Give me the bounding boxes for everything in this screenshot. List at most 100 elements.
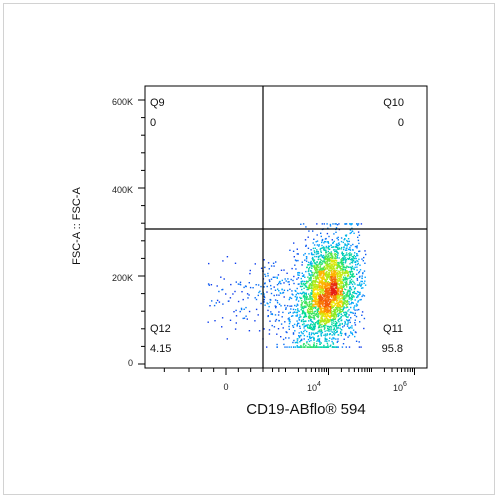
event-dot xyxy=(352,259,355,262)
event-dot xyxy=(309,283,312,286)
event-dot xyxy=(341,281,343,283)
event-dot xyxy=(348,266,350,268)
event-dot xyxy=(316,308,319,310)
event-dot xyxy=(355,293,358,295)
event-dot xyxy=(314,332,316,335)
event-dot xyxy=(316,272,318,275)
event-dot xyxy=(321,262,324,264)
event-dot xyxy=(341,322,343,325)
event-dot xyxy=(354,256,357,258)
event-dot xyxy=(346,286,348,288)
event-dot xyxy=(328,265,331,267)
event-dot xyxy=(298,335,300,337)
event-dot xyxy=(302,275,305,277)
event-dot xyxy=(353,254,355,257)
event-dot xyxy=(305,300,307,303)
event-dot xyxy=(333,268,335,270)
event-dot xyxy=(314,324,316,327)
event-dot xyxy=(357,239,360,242)
event-dot xyxy=(352,273,355,275)
event-dot xyxy=(320,314,322,316)
event-dot xyxy=(266,285,268,288)
event-dot xyxy=(336,271,339,274)
event-dot xyxy=(347,243,349,245)
event-dot xyxy=(338,311,341,314)
event-dot xyxy=(315,277,317,279)
event-dot xyxy=(339,307,341,309)
event-dot xyxy=(275,306,277,309)
event-dot xyxy=(316,316,319,318)
event-dot xyxy=(345,278,347,280)
event-dot xyxy=(321,223,323,225)
event-dot xyxy=(288,328,290,330)
event-dot xyxy=(342,257,344,259)
event-dot xyxy=(298,332,300,334)
event-dot xyxy=(318,274,320,276)
event-dot xyxy=(324,267,327,270)
event-dot xyxy=(276,346,278,348)
event-dot xyxy=(342,272,344,275)
event-dot xyxy=(333,233,335,235)
event-dot xyxy=(362,287,364,289)
event-dot xyxy=(342,248,345,251)
event-dot xyxy=(310,285,312,287)
event-dot xyxy=(328,288,331,290)
event-dot xyxy=(337,293,339,296)
event-dot xyxy=(289,321,291,323)
event-dot xyxy=(316,321,318,323)
event-dot xyxy=(335,257,337,260)
event-dot xyxy=(349,276,351,278)
event-dot xyxy=(327,328,330,330)
event-dot xyxy=(303,254,305,256)
event-dot xyxy=(289,249,291,251)
event-dot xyxy=(317,250,319,253)
event-dot xyxy=(294,341,297,344)
event-dot xyxy=(302,333,304,335)
event-dot xyxy=(351,256,354,258)
event-dot xyxy=(332,259,334,261)
event-dot xyxy=(300,277,302,280)
event-dot xyxy=(351,311,353,314)
event-dot xyxy=(324,314,327,316)
event-dot xyxy=(351,332,353,334)
event-dot xyxy=(354,324,357,326)
event-dot xyxy=(355,305,358,307)
event-dot xyxy=(306,280,308,282)
event-dot xyxy=(285,280,287,282)
event-dot xyxy=(335,292,337,295)
event-dot xyxy=(315,250,318,253)
event-dot xyxy=(314,307,317,310)
event-dot xyxy=(326,315,328,317)
event-dot xyxy=(336,290,339,292)
event-dot xyxy=(296,338,298,340)
event-dot xyxy=(327,314,329,316)
event-dot xyxy=(317,258,319,261)
event-dot xyxy=(308,312,310,314)
event-dot xyxy=(332,329,335,331)
event-dot xyxy=(344,262,347,264)
event-dot xyxy=(332,300,335,303)
event-dot xyxy=(316,287,318,290)
event-dot xyxy=(329,252,331,254)
event-dot xyxy=(325,324,327,326)
event-dot xyxy=(330,251,332,253)
event-dot xyxy=(274,276,276,278)
event-dot xyxy=(307,315,310,318)
event-dot xyxy=(321,331,323,334)
event-dot xyxy=(350,254,352,257)
event-dot xyxy=(330,260,333,262)
event-dot xyxy=(351,283,354,285)
event-dot xyxy=(330,272,333,274)
event-dot xyxy=(335,272,338,274)
event-dot xyxy=(330,328,333,330)
event-dot xyxy=(249,286,252,289)
event-dot xyxy=(335,346,338,348)
event-dot xyxy=(266,291,268,293)
event-dot xyxy=(341,332,343,335)
event-dot xyxy=(317,284,319,286)
event-dot xyxy=(340,274,343,276)
event-dot xyxy=(317,277,319,280)
event-dot xyxy=(328,259,330,261)
event-dot xyxy=(332,290,334,293)
event-dot xyxy=(316,310,319,312)
